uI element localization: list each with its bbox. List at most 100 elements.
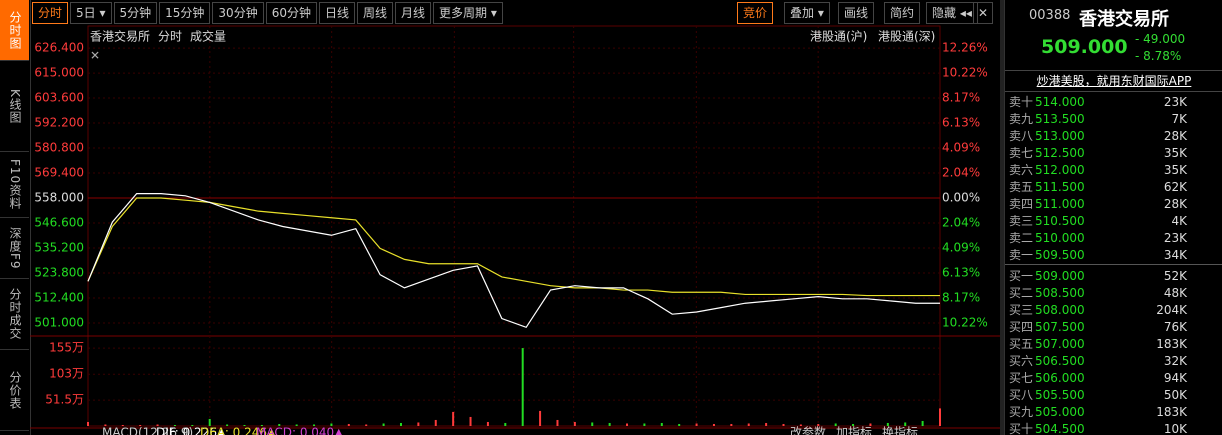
- macd-label: MACD(12,26,9): [102, 426, 193, 435]
- y-tick-label: 580.800: [34, 141, 84, 155]
- order-label: 买七: [1009, 371, 1034, 385]
- toolbar-button[interactable]: 日线: [318, 2, 355, 24]
- volume-bar: [313, 424, 316, 426]
- volume-bar: [852, 423, 855, 426]
- toolbar-button[interactable]: 月线: [395, 2, 432, 24]
- order-label: 卖五: [1009, 180, 1034, 194]
- order-label: 卖八: [1009, 129, 1034, 143]
- divider: [1005, 264, 1222, 265]
- toolbar-button[interactable]: 15分钟: [159, 2, 211, 24]
- chart-name: 香港交易所: [90, 29, 150, 44]
- order-price: 505.000: [1035, 405, 1085, 419]
- order-row: 买九 505.000 183K: [1009, 404, 1187, 421]
- order-volume: 35K: [1163, 146, 1187, 160]
- order-row: 买十 504.500 10K: [1009, 421, 1187, 435]
- order-label: 买四: [1009, 320, 1034, 334]
- toolbar-button[interactable]: 30分钟: [212, 2, 264, 24]
- volume-bar: [104, 424, 107, 426]
- side-tab[interactable]: 分时成交: [0, 279, 29, 350]
- order-label: 卖三: [1009, 214, 1034, 228]
- order-label: 买三: [1009, 303, 1034, 317]
- order-volume: 94K: [1163, 371, 1187, 385]
- volume-bar: [330, 423, 333, 426]
- volume-bar: [782, 423, 785, 426]
- toolbar-button[interactable]: 简约: [884, 2, 921, 24]
- order-price: 513.500: [1035, 112, 1085, 126]
- volume-bar: [591, 422, 594, 426]
- pct-label: 6.13%: [942, 265, 980, 279]
- macd-label: DEA: 0.246▲: [200, 426, 277, 435]
- order-price: 507.000: [1035, 337, 1085, 351]
- volume-bar: [573, 421, 576, 426]
- pct-label: 2.04%: [942, 215, 980, 229]
- pct-label: 8.17%: [942, 91, 980, 105]
- order-row: 买七 506.000 94K: [1009, 370, 1187, 387]
- toolbar-button[interactable]: 周线: [357, 2, 394, 24]
- order-row: 卖十 514.000 23K: [1009, 94, 1187, 111]
- volume-bar: [730, 423, 733, 426]
- volume-bar: [208, 418, 211, 426]
- volume-bar: [469, 416, 472, 426]
- volume-bar: [556, 419, 559, 426]
- toolbar-button[interactable]: 竞价: [737, 2, 774, 24]
- order-label: 买六: [1009, 354, 1034, 368]
- chart-mode: 分时: [158, 30, 182, 44]
- toolbar-button[interactable]: 分时: [32, 2, 69, 24]
- toolbar-button[interactable]: 5分钟: [113, 2, 158, 24]
- order-volume: 10K: [1163, 422, 1187, 435]
- order-price: 508.000: [1035, 303, 1085, 317]
- y-tick-label: 603.600: [34, 91, 84, 105]
- ad-link[interactable]: 炒港美股，就用东财国际APP: [1005, 70, 1222, 92]
- order-label: 买八: [1009, 388, 1034, 402]
- link: 港股通(深): [878, 30, 935, 44]
- order-volume: 183K: [1156, 405, 1187, 419]
- chart-volume: 成交量: [190, 29, 226, 44]
- order-row: 买五 507.000 183K: [1009, 336, 1187, 353]
- order-price: 511.500: [1035, 180, 1085, 194]
- volume-bar: [87, 421, 89, 426]
- volume-bar: [226, 424, 229, 426]
- quote-panel: 00388 香港交易所 509.000 - 49.000 - 8.78% 炒港美…: [1004, 0, 1222, 435]
- order-price: 505.500: [1035, 388, 1085, 402]
- close-icon: ✕: [90, 49, 100, 63]
- side-tab[interactable]: 深度F9: [0, 218, 29, 279]
- volume-bar: [886, 422, 889, 426]
- y-tick-label: 626.400: [34, 41, 84, 55]
- volume-bar: [539, 410, 542, 426]
- order-volume: 7K: [1171, 112, 1187, 126]
- side-tab[interactable]: 分价表: [0, 350, 29, 431]
- toolbar-button[interactable]: 60分钟: [265, 2, 317, 24]
- side-tab[interactable]: 分时图: [0, 0, 29, 61]
- macd-action: 换指标: [882, 425, 918, 435]
- side-tabs: 分时图 K线图 F10资料 深度F9 分时成交 分价表: [0, 0, 31, 435]
- toolbar-button[interactable]: 更多周期 ▾: [433, 2, 503, 24]
- volume-bar: [417, 422, 420, 426]
- volume-bar: [399, 422, 402, 426]
- macd-action: 改参数: [790, 425, 826, 435]
- order-volume: 183K: [1156, 337, 1187, 351]
- order-row: 卖二 510.000 23K: [1009, 230, 1187, 247]
- order-label: 买二: [1009, 286, 1034, 300]
- volume-bar: [295, 424, 298, 426]
- toolbar-button[interactable]: 画线: [838, 2, 875, 24]
- side-tab[interactable]: F10资料: [0, 152, 29, 218]
- order-volume: 204K: [1156, 303, 1187, 317]
- change: - 49.000: [1135, 32, 1186, 46]
- close-button[interactable]: ✕: [973, 2, 994, 24]
- change-pct: - 8.78%: [1135, 49, 1182, 63]
- order-row: 卖三 510.500 4K: [1009, 213, 1187, 230]
- pct-label: 0.00%: [942, 191, 980, 205]
- last-price: 509.000: [1041, 36, 1128, 58]
- side-tab[interactable]: K线图: [0, 61, 29, 152]
- toolbar-button[interactable]: 5日 ▾: [70, 2, 112, 24]
- order-volume: 23K: [1163, 95, 1187, 109]
- order-row: 卖七 512.500 35K: [1009, 145, 1187, 162]
- volume-bar: [173, 424, 176, 426]
- volume-bar: [747, 423, 750, 426]
- toolbar-button[interactable]: 隐藏 ◂◂: [926, 2, 978, 24]
- toolbar-button[interactable]: 叠加 ▾: [784, 2, 830, 24]
- order-price: 506.000: [1035, 371, 1085, 385]
- macd-label: MACD: 0.040▲: [256, 426, 344, 435]
- stock-code: 00388: [1029, 8, 1071, 23]
